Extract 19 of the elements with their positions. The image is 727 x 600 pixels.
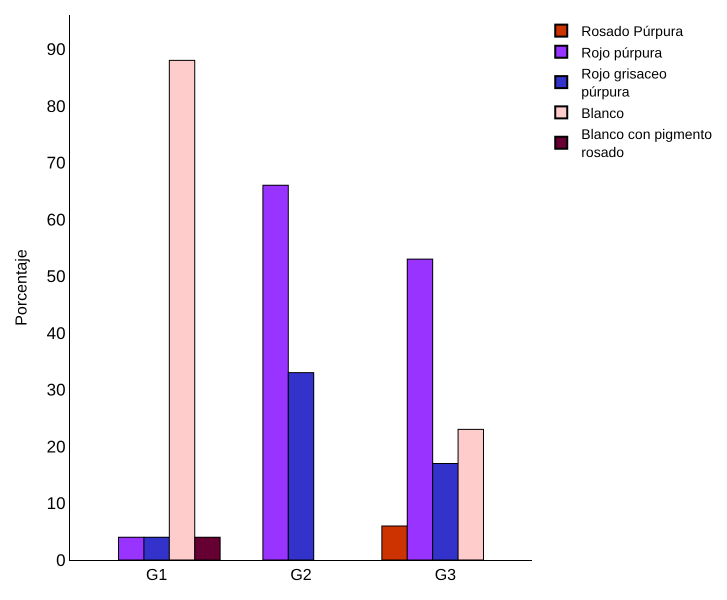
y-tick-label: 90: [46, 40, 66, 60]
y-tick-label: 20: [46, 437, 66, 456]
y-tick-label: 70: [46, 154, 66, 173]
x-tick-label: G1: [146, 567, 168, 584]
y-tick-label: 40: [46, 324, 66, 343]
y-tick-label: 30: [46, 380, 66, 400]
x-tick-label: G3: [434, 567, 456, 584]
legend-label: Blanco con pigmento rosado: [581, 126, 712, 160]
legend-label: Rosado Púrpura: [581, 23, 684, 40]
y-tick-label: 50: [46, 267, 66, 286]
x-tick-label: G2: [290, 567, 312, 584]
y-tick-label: 0: [56, 550, 66, 570]
legend-label: Rojo grisaceo púrpura: [581, 65, 668, 100]
y-axis-title: Porcentaje: [14, 249, 31, 326]
y-tick-label: 10: [46, 494, 66, 514]
y-tick-label: 80: [46, 96, 66, 116]
legend-label: Rojo púrpura: [581, 44, 662, 60]
legend-label: Blanco: [581, 104, 624, 121]
y-tick-label: 60: [46, 210, 66, 230]
